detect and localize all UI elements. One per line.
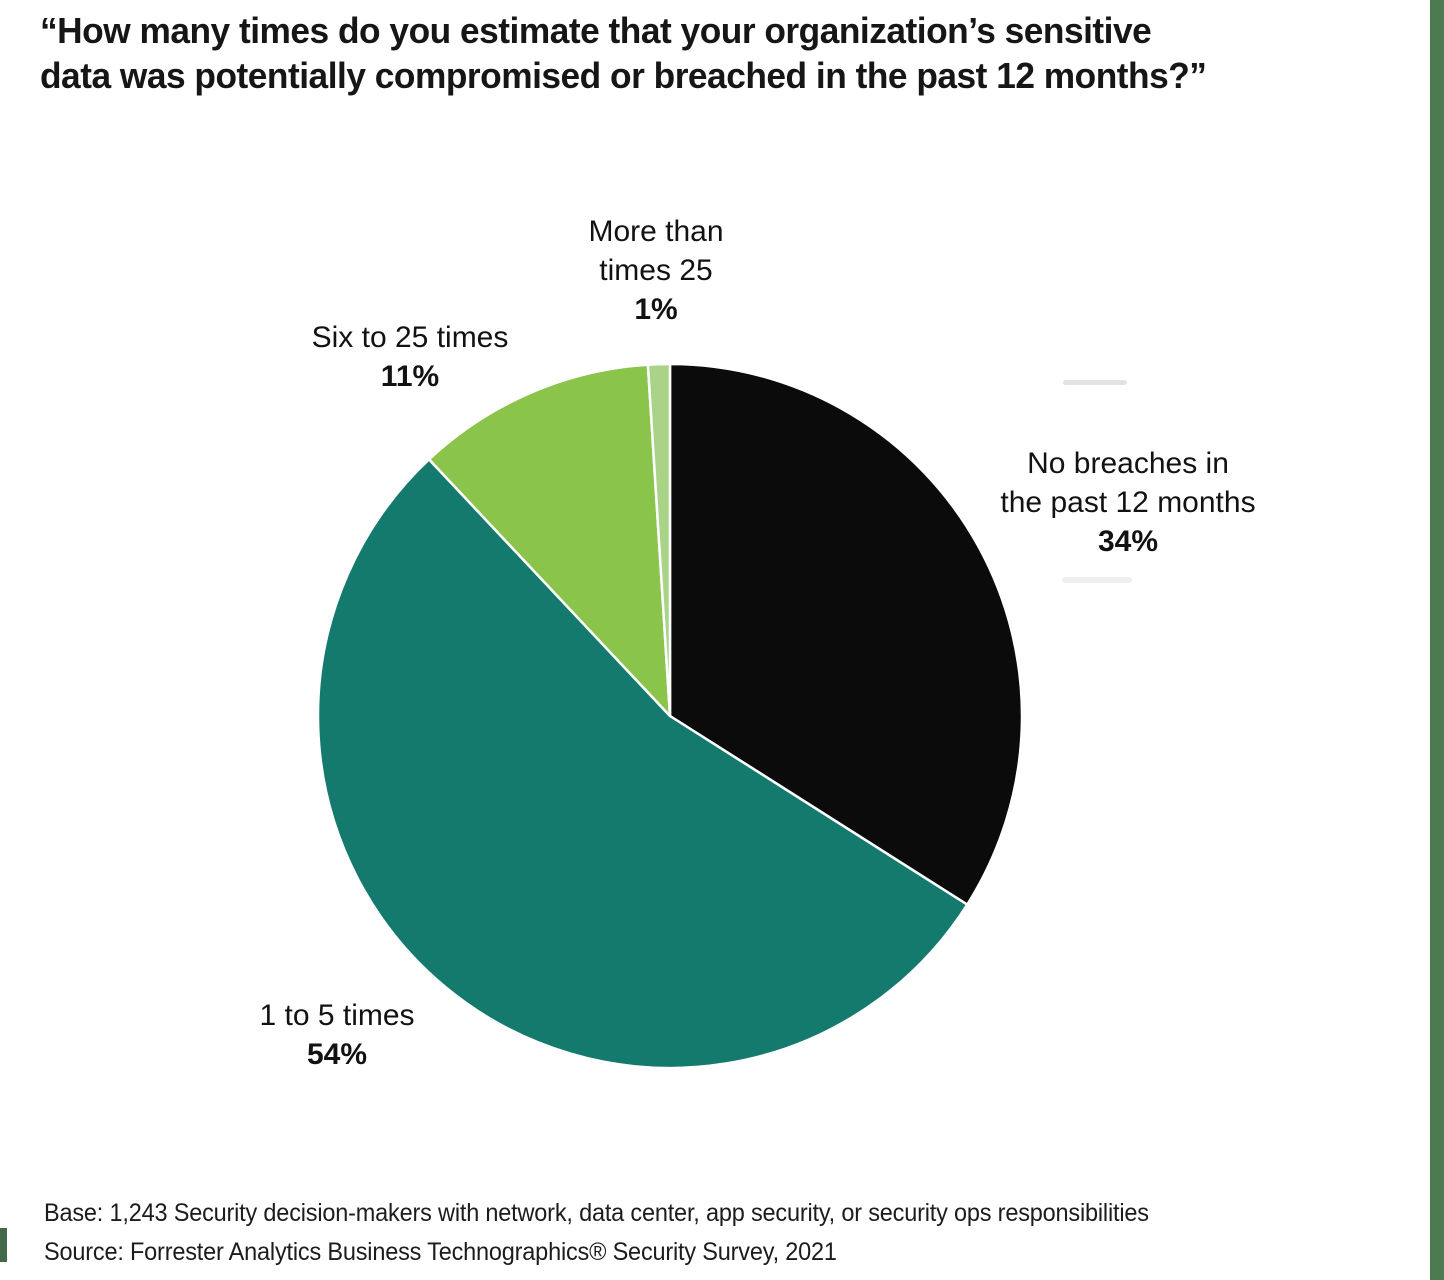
slice-label-text: times 25: [599, 254, 713, 287]
slice-percent-value: 1%: [634, 293, 678, 326]
pie-slice-54%: [316, 458, 969, 1070]
chart-footnotes: Base: 1,243 Security decision-makers wit…: [44, 1194, 1149, 1272]
chart-title-line-2: data was potentially compromised or brea…: [40, 55, 1207, 96]
slice-label-more-than-25-times: More than times 25 1%: [588, 212, 723, 329]
slice-percent-value: 34%: [1097, 525, 1159, 558]
bottom-left-green-mark: [0, 1228, 7, 1262]
slice-percent-value: 11%: [380, 360, 440, 393]
chart-title-line-1: “How many times do you estimate that you…: [40, 10, 1152, 51]
source-note: Source: Forrester Analytics Business Tec…: [44, 1238, 837, 1266]
pie-slice-34%: [668, 362, 1024, 906]
slice-label-text: Six to 25 times: [311, 321, 509, 354]
slice-label-six-to-25-times: Six to 25 times 11%: [312, 318, 509, 396]
slice-label-1-to-5-times: 1 to 5 times 54%: [259, 996, 414, 1074]
slice-label-no-breaches: No breaches in the past 12 months 34%: [1000, 444, 1255, 561]
pie-chart: [316, 362, 1024, 1070]
slice-label-text: the past 12 months: [1000, 486, 1256, 519]
slice-percent-value: 54%: [306, 1038, 368, 1071]
slice-label-text: 1 to 5 times: [259, 999, 415, 1032]
faint-artifact-smudge: [1063, 380, 1127, 385]
slice-label-text: No breaches in: [1027, 447, 1229, 480]
pie-slice-1%: [646, 362, 672, 718]
pie-slice-11%: [427, 363, 672, 718]
right-edge-green-strip: [1430, 0, 1444, 1280]
chart-title: “How many times do you estimate that you…: [40, 8, 1397, 98]
faint-artifact-smudge: [1062, 577, 1132, 583]
base-note: Base: 1,243 Security decision-makers wit…: [44, 1199, 1149, 1227]
slice-label-text: More than: [588, 215, 724, 248]
